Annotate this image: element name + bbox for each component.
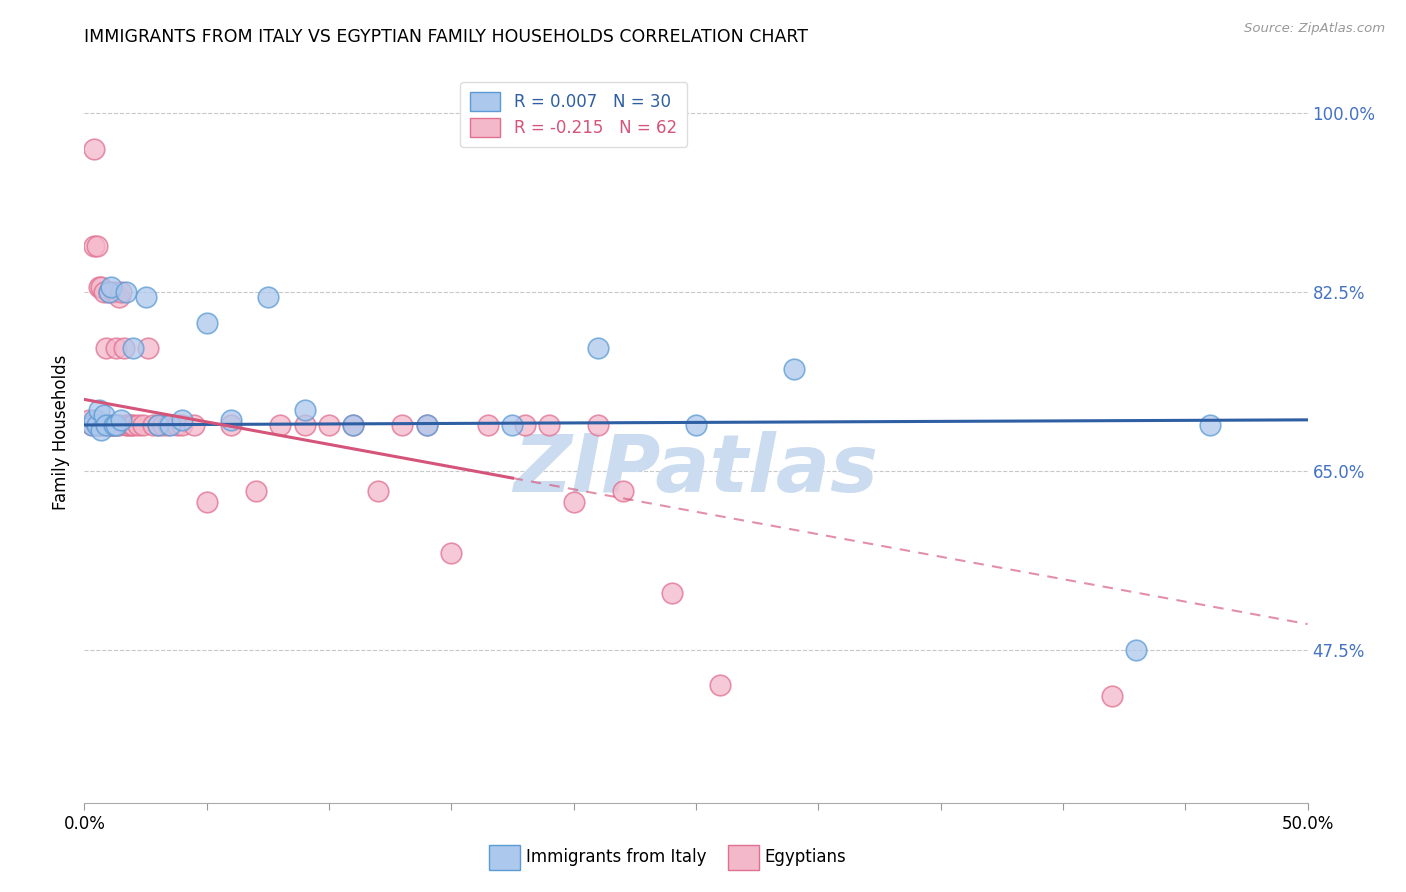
Point xyxy=(97,285,120,300)
Point xyxy=(86,239,108,253)
Point xyxy=(477,417,499,432)
Point xyxy=(93,417,115,432)
Text: Source: ZipAtlas.com: Source: ZipAtlas.com xyxy=(1244,22,1385,36)
Point xyxy=(90,280,112,294)
Point xyxy=(100,417,122,432)
Point xyxy=(93,408,115,422)
Point xyxy=(685,417,707,432)
Point xyxy=(80,417,103,432)
Point xyxy=(83,413,105,427)
Point xyxy=(105,417,128,432)
Point xyxy=(342,417,364,432)
Point xyxy=(97,285,120,300)
Point xyxy=(294,402,316,417)
Point xyxy=(612,484,634,499)
Point xyxy=(97,417,120,432)
Point xyxy=(416,417,439,432)
Point xyxy=(136,342,159,356)
Point xyxy=(219,413,242,427)
Text: IMMIGRANTS FROM ITALY VS EGYPTIAN FAMILY HOUSEHOLDS CORRELATION CHART: IMMIGRANTS FROM ITALY VS EGYPTIAN FAMILY… xyxy=(84,28,808,45)
Point xyxy=(562,494,585,508)
Point xyxy=(110,413,132,427)
Legend: R = 0.007   N = 30, R = -0.215   N = 62: R = 0.007 N = 30, R = -0.215 N = 62 xyxy=(460,82,688,147)
Point xyxy=(783,361,806,376)
Point xyxy=(245,484,267,499)
Point xyxy=(166,417,188,432)
Point xyxy=(107,417,129,432)
Point xyxy=(586,417,609,432)
Point xyxy=(195,494,218,508)
Point xyxy=(513,417,536,432)
Point xyxy=(87,402,110,417)
Point xyxy=(1125,642,1147,657)
Point xyxy=(172,417,194,432)
Point xyxy=(115,417,138,432)
Point xyxy=(502,417,524,432)
Point xyxy=(86,417,108,432)
Point xyxy=(391,417,413,432)
Point xyxy=(122,417,145,432)
Point xyxy=(86,417,108,432)
Point xyxy=(100,280,122,294)
Point xyxy=(159,417,181,432)
Point xyxy=(83,239,105,253)
Point xyxy=(127,417,149,432)
Point xyxy=(90,417,112,432)
Point xyxy=(105,342,128,356)
Point xyxy=(87,417,110,432)
Point xyxy=(342,417,364,432)
Point xyxy=(122,342,145,356)
Point xyxy=(87,280,110,294)
Point xyxy=(416,417,439,432)
Point xyxy=(156,417,179,432)
Point xyxy=(117,417,139,432)
Point xyxy=(146,417,169,432)
Point xyxy=(96,417,118,432)
Point xyxy=(440,546,463,560)
Point xyxy=(257,290,280,304)
Point xyxy=(107,290,129,304)
Point xyxy=(83,142,105,156)
Point xyxy=(96,417,118,432)
Point xyxy=(269,417,291,432)
Point xyxy=(142,417,165,432)
Point xyxy=(367,484,389,499)
Point xyxy=(110,285,132,300)
Text: Immigrants from Italy: Immigrants from Italy xyxy=(526,848,706,866)
Point xyxy=(146,417,169,432)
Point xyxy=(112,342,135,356)
Point xyxy=(77,413,100,427)
Point xyxy=(96,342,118,356)
Point xyxy=(93,285,115,300)
Point xyxy=(1198,417,1220,432)
Point xyxy=(135,290,157,304)
Point xyxy=(120,417,142,432)
Point xyxy=(100,417,122,432)
Point xyxy=(294,417,316,432)
Point xyxy=(183,417,205,432)
Point xyxy=(152,417,174,432)
Point xyxy=(80,417,103,432)
Point xyxy=(172,413,194,427)
Point xyxy=(103,417,125,432)
Point xyxy=(538,417,561,432)
Text: Egyptians: Egyptians xyxy=(765,848,846,866)
Point xyxy=(318,417,340,432)
Point xyxy=(97,417,120,432)
Point xyxy=(132,417,155,432)
Point xyxy=(103,285,125,300)
Text: ZIPatlas: ZIPatlas xyxy=(513,431,879,508)
Point xyxy=(586,342,609,356)
Point xyxy=(86,413,108,427)
Point xyxy=(661,586,683,600)
Point xyxy=(90,423,112,437)
Point xyxy=(219,417,242,432)
Y-axis label: Family Households: Family Households xyxy=(52,355,70,510)
Point xyxy=(195,316,218,330)
Point xyxy=(105,417,128,432)
Point xyxy=(115,285,138,300)
Point xyxy=(709,678,731,692)
Point xyxy=(103,417,125,432)
Point xyxy=(1101,689,1123,703)
